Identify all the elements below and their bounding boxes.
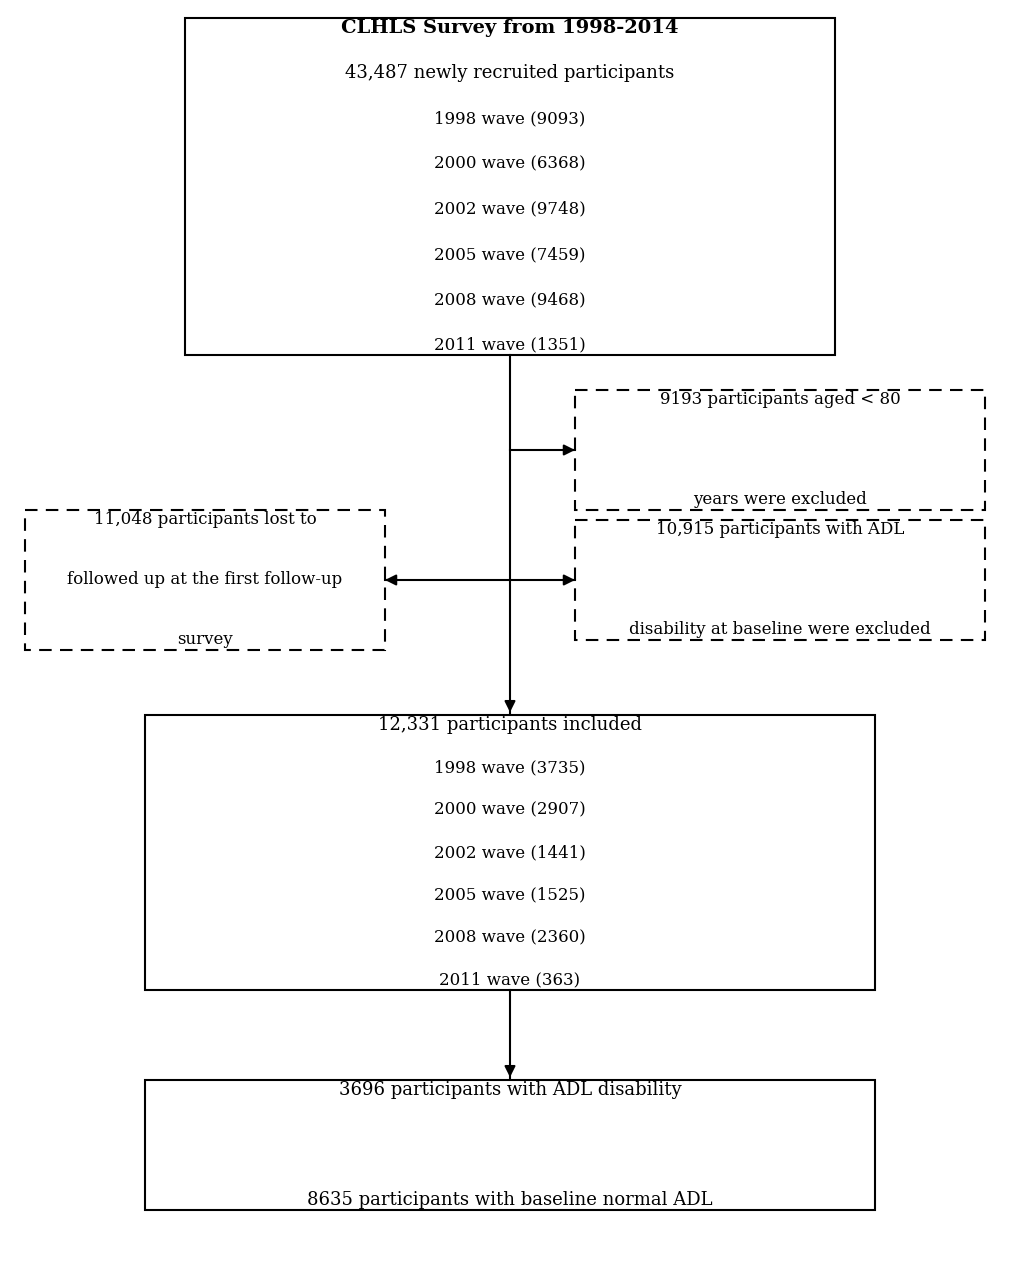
Text: disability at baseline were excluded: disability at baseline were excluded (629, 621, 930, 639)
Text: 3696 participants with ADL disability: 3696 participants with ADL disability (338, 1082, 681, 1099)
Text: CLHLS Survey from 1998-2014: CLHLS Survey from 1998-2014 (341, 19, 678, 37)
Bar (145, 715, 874, 990)
Text: 2011 wave (363): 2011 wave (363) (439, 971, 580, 989)
Bar (25, 510, 384, 650)
Text: 2005 wave (7459): 2005 wave (7459) (434, 246, 585, 262)
Bar (145, 1080, 874, 1210)
Text: survey: survey (177, 631, 232, 648)
Text: 1998 wave (3735): 1998 wave (3735) (434, 760, 585, 776)
Text: 1998 wave (9093): 1998 wave (9093) (434, 110, 585, 127)
Text: 2002 wave (9748): 2002 wave (9748) (434, 200, 585, 218)
Text: followed up at the first follow-up: followed up at the first follow-up (67, 572, 342, 588)
Text: 43,487 newly recruited participants: 43,487 newly recruited participants (345, 65, 674, 82)
Text: 2011 wave (1351): 2011 wave (1351) (434, 336, 585, 354)
Text: 9193 participants aged < 80: 9193 participants aged < 80 (659, 392, 900, 408)
Text: 11,048 participants lost to: 11,048 participants lost to (94, 511, 316, 529)
Bar (184, 18, 835, 355)
Text: years were excluded: years were excluded (693, 492, 866, 508)
Text: 8635 participants with baseline normal ADL: 8635 participants with baseline normal A… (307, 1191, 712, 1208)
Text: 2008 wave (2360): 2008 wave (2360) (434, 929, 585, 946)
Text: 2008 wave (9468): 2008 wave (9468) (434, 292, 585, 308)
Bar (575, 391, 984, 510)
Bar (575, 520, 984, 640)
Text: 12,331 participants included: 12,331 participants included (378, 716, 641, 734)
Text: 2002 wave (1441): 2002 wave (1441) (434, 844, 585, 861)
Text: 2005 wave (1525): 2005 wave (1525) (434, 886, 585, 904)
Text: 2000 wave (2907): 2000 wave (2907) (434, 801, 585, 819)
Text: 2000 wave (6368): 2000 wave (6368) (434, 156, 585, 172)
Text: 10,915 participants with ADL: 10,915 participants with ADL (655, 521, 903, 539)
